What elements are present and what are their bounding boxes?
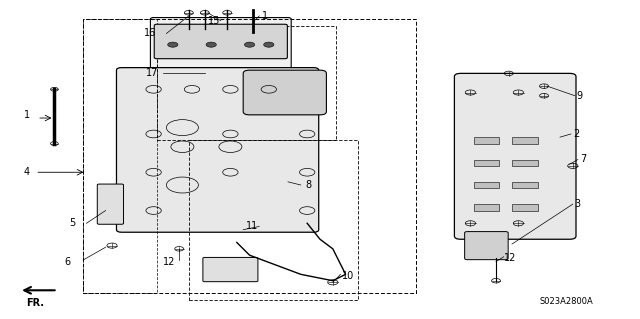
- Bar: [512, 137, 538, 144]
- Text: 1: 1: [262, 11, 269, 21]
- Text: 12: 12: [163, 256, 175, 267]
- Bar: [512, 204, 538, 211]
- Text: 12: 12: [504, 253, 516, 263]
- Circle shape: [168, 42, 178, 47]
- Bar: [474, 204, 499, 211]
- FancyBboxPatch shape: [97, 184, 124, 224]
- Circle shape: [244, 42, 255, 47]
- Text: 15: 15: [208, 16, 220, 26]
- Text: 8: 8: [305, 180, 312, 190]
- FancyBboxPatch shape: [154, 24, 287, 59]
- Text: 17: 17: [146, 68, 158, 78]
- Circle shape: [264, 42, 274, 47]
- FancyBboxPatch shape: [203, 257, 258, 282]
- FancyBboxPatch shape: [465, 232, 508, 260]
- FancyBboxPatch shape: [243, 70, 326, 115]
- Text: 2: 2: [573, 129, 579, 139]
- Text: 7: 7: [580, 154, 586, 165]
- Bar: [83, 19, 416, 293]
- Text: FR.: FR.: [26, 298, 44, 308]
- Bar: [474, 160, 499, 166]
- FancyBboxPatch shape: [454, 73, 576, 239]
- Bar: [157, 26, 336, 140]
- Text: S023A2800A: S023A2800A: [540, 297, 593, 306]
- Bar: [83, 19, 157, 293]
- Text: 10: 10: [342, 271, 355, 281]
- Bar: [512, 182, 538, 188]
- Bar: [189, 140, 358, 300]
- Bar: [474, 137, 499, 144]
- Bar: [474, 182, 499, 188]
- Text: 6: 6: [64, 256, 70, 267]
- Bar: [512, 160, 538, 166]
- Text: 11: 11: [246, 221, 259, 232]
- FancyBboxPatch shape: [150, 18, 291, 91]
- Text: 4: 4: [24, 167, 30, 177]
- Text: 5: 5: [69, 218, 76, 228]
- Text: 16: 16: [144, 28, 156, 39]
- FancyBboxPatch shape: [116, 68, 319, 232]
- Text: 1: 1: [24, 110, 30, 120]
- Text: 3: 3: [575, 199, 581, 209]
- Text: 9: 9: [576, 91, 582, 101]
- Circle shape: [206, 42, 216, 47]
